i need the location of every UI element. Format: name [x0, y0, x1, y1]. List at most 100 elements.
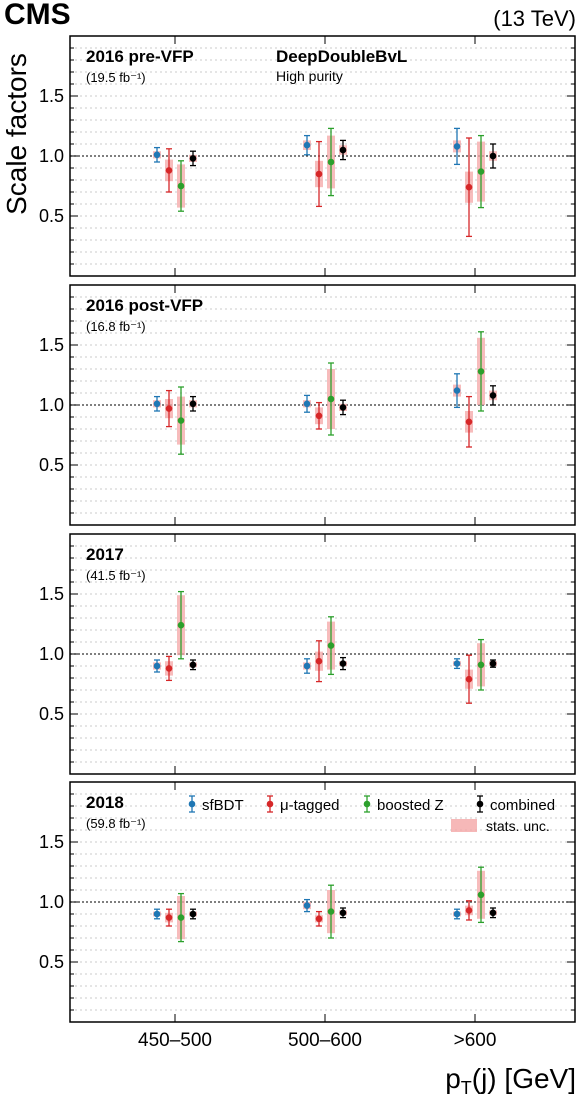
legend-marker-point [188, 800, 196, 808]
legend-label: combined [490, 797, 555, 814]
data-point [465, 183, 473, 191]
x-axis-title-rest: (j) [GeV] [472, 1063, 576, 1094]
data-point [315, 170, 323, 178]
y-tick-label: 1.0 [39, 892, 64, 912]
data-point [453, 143, 461, 150]
legend-label: μ-tagged [280, 797, 340, 814]
data-point [453, 910, 461, 918]
y-tick-label: 0.5 [39, 952, 64, 972]
y-axis-title: Scale factors [1, 53, 32, 215]
panel-2: 0.5 1.0 1.5 2016 post-VFP (16.8 fb⁻¹) [39, 284, 576, 526]
data-point [315, 657, 323, 665]
data-point [339, 146, 347, 154]
tagger-name: DeepDoubleBvL [276, 47, 407, 66]
data-point [165, 167, 173, 174]
y-tick-label: 1.5 [39, 86, 64, 106]
data-point [189, 155, 197, 162]
data-point [153, 151, 161, 159]
y-tick-label: 1.0 [39, 395, 64, 415]
data-point [189, 910, 197, 918]
legend-label: boosted Z [377, 797, 444, 814]
legend-label: sfBDT [202, 797, 244, 814]
panel-luminosity: (41.5 fb⁻¹) [86, 568, 146, 583]
data-point [489, 152, 497, 160]
tagger-label: DeepDoubleBvL High purity [276, 47, 407, 84]
data-point [453, 660, 461, 667]
cms-label: CMS [4, 0, 71, 31]
data-point [477, 168, 485, 175]
y-tick-label: 1.0 [39, 146, 64, 166]
panel-title: 2016 post-VFP [86, 296, 203, 315]
panel-luminosity: (59.8 fb⁻¹) [86, 816, 146, 831]
data-point [315, 915, 323, 923]
y-tick-label: 1.5 [39, 335, 64, 355]
data-point [303, 400, 311, 408]
x-tick-labels: 450–500 500–600 >600 [138, 1030, 496, 1051]
data-point [165, 665, 173, 672]
panel-title: 2016 pre-VFP [86, 47, 194, 66]
y-tick-label: 1.5 [39, 584, 64, 604]
data-point [303, 141, 311, 149]
data-point [303, 902, 311, 909]
x-axis-title-sub: T [461, 1078, 472, 1096]
data-point [465, 907, 473, 914]
data-point [327, 395, 335, 403]
data-point [189, 400, 197, 408]
legend-marker-point [476, 800, 484, 808]
x-axis-title: pT(j) [GeV] [445, 1063, 576, 1096]
y-tick-label: 0.5 [39, 206, 64, 226]
panel-luminosity: (19.5 fb⁻¹) [86, 70, 146, 85]
data-point [177, 914, 185, 921]
x-tick-label: 450–500 [138, 1030, 212, 1051]
data-point [339, 404, 347, 411]
panel-luminosity: (16.8 fb⁻¹) [86, 319, 146, 334]
legend-stats-swatch [451, 819, 477, 832]
working-point: High purity [276, 68, 343, 84]
data-point [153, 400, 161, 408]
data-point [477, 368, 485, 375]
x-tick-label: 500–600 [288, 1030, 362, 1051]
panel-frame [69, 35, 576, 277]
y-tick-label: 0.5 [39, 704, 64, 724]
data-point [153, 910, 161, 918]
data-point [489, 660, 497, 667]
data-point [165, 405, 173, 412]
legend-stats-label: stats. unc. [486, 818, 550, 834]
legend-marker-point [363, 800, 371, 808]
data-point [177, 417, 185, 424]
data-point [327, 908, 335, 915]
panels: 0.5 1.0 1.5 2016 pre-VFP (19.5 fb⁻¹) 0.5 1.0 1.… [39, 35, 576, 1023]
data-point [327, 158, 335, 166]
data-point [465, 418, 473, 426]
legend-marker-point [266, 800, 274, 808]
legend: sfBDT μ-tagged boosted Z combined stats. unc… [188, 795, 555, 834]
data-point [165, 914, 173, 921]
data-point [339, 660, 347, 667]
data-point [189, 661, 197, 669]
panel-frame [69, 533, 576, 775]
panel-title: 2017 [86, 545, 124, 564]
data-point [477, 661, 485, 669]
data-point [339, 909, 347, 917]
y-tick-label: 0.5 [39, 455, 64, 475]
data-point [465, 675, 473, 683]
y-tick-label: 1.5 [39, 832, 64, 852]
data-point [177, 182, 185, 190]
panel-4: 0.5 1.0 1.5 2018 (59.8 fb⁻¹) [39, 781, 576, 1023]
data-point [315, 412, 323, 420]
data-point [327, 642, 335, 649]
panel-1: 0.5 1.0 1.5 2016 pre-VFP (19.5 fb⁻¹) [39, 35, 576, 277]
x-tick-label: >600 [454, 1030, 497, 1051]
data-point [489, 392, 497, 399]
data-point [177, 621, 185, 629]
panel-title: 2018 [86, 793, 124, 812]
data-point [489, 909, 497, 917]
data-point [303, 662, 311, 670]
data-point [153, 662, 161, 670]
data-point [477, 891, 485, 899]
data-point [453, 387, 461, 394]
energy-label: (13 TeV) [493, 6, 576, 31]
panel-3: 0.5 1.0 1.5 2017 (41.5 fb⁻¹) [39, 533, 576, 775]
panel-frame [69, 781, 576, 1023]
